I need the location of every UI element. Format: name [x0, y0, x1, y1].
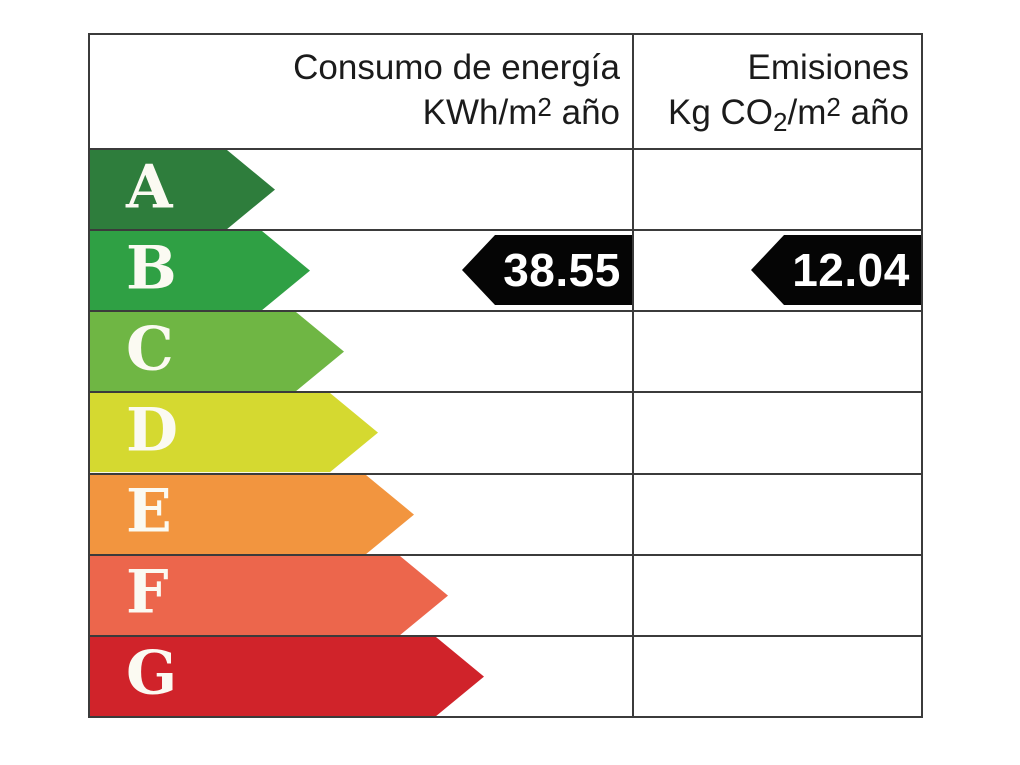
rating-row-c: C	[90, 312, 921, 394]
rating-letter-b: B	[126, 233, 177, 304]
consumption-title: Consumo de energía	[293, 48, 620, 87]
rating-letter-d: D	[126, 395, 179, 466]
emissions-title: Emisiones	[747, 48, 909, 87]
consumption-unit-suffix: año	[551, 93, 620, 132]
rating-arrow-f	[90, 555, 448, 635]
emissions-unit-prefix: Kg CO	[668, 93, 774, 132]
energy-label-table: Consumo de energía KWh/m2 año Emisiones …	[88, 33, 923, 718]
rating-rows: A B 38.55 12.04	[90, 150, 921, 716]
emissions-value-arrow-shape	[751, 235, 921, 306]
consumption-value: 38.55	[503, 244, 621, 297]
rating-row-d: D	[90, 393, 921, 475]
rating-row-b: B 38.55 12.04	[90, 231, 921, 313]
emissions-value-arrow: 12.04	[751, 235, 921, 306]
emissions-unit: Kg CO2/m2 año	[668, 90, 909, 138]
column-divider	[632, 35, 634, 716]
consumption-column-header: Consumo de energía KWh/m2 año	[90, 35, 632, 148]
emissions-unit-suffix: año	[840, 93, 909, 132]
rating-row-a: A	[90, 150, 921, 232]
consumption-unit-prefix: KWh/m	[422, 93, 538, 132]
rating-arrow-a	[90, 150, 275, 230]
rating-arrow-d	[90, 393, 378, 473]
emissions-unit-superscript: 2	[826, 92, 841, 122]
rating-arrow-e	[90, 474, 414, 554]
emissions-unit-mid: /m	[787, 93, 827, 132]
emissions-value: 12.04	[792, 244, 910, 297]
consumption-unit: KWh/m2 año	[423, 90, 620, 138]
rating-arrow-g	[90, 636, 484, 716]
rating-letter-c: C	[126, 314, 174, 385]
rating-letter-g: G	[126, 639, 178, 710]
rating-letter-e: E	[126, 476, 172, 547]
consumption-unit-superscript: 2	[537, 92, 552, 122]
consumption-value-arrow: 38.55	[462, 235, 632, 306]
consumption-value-arrow-shape	[462, 235, 632, 306]
rating-row-e: E	[90, 474, 921, 556]
header-row: Consumo de energía KWh/m2 año Emisiones …	[90, 35, 921, 150]
rating-letter-a: A	[126, 152, 173, 223]
emissions-unit-subscript: 2	[773, 107, 788, 137]
rating-arrow-c	[90, 312, 344, 392]
rating-letter-f: F	[126, 557, 169, 628]
rating-row-f: F	[90, 555, 921, 637]
emissions-column-header: Emisiones Kg CO2/m2 año	[632, 35, 921, 148]
rating-arrow-b	[90, 231, 310, 311]
rating-row-g: G	[90, 636, 921, 716]
